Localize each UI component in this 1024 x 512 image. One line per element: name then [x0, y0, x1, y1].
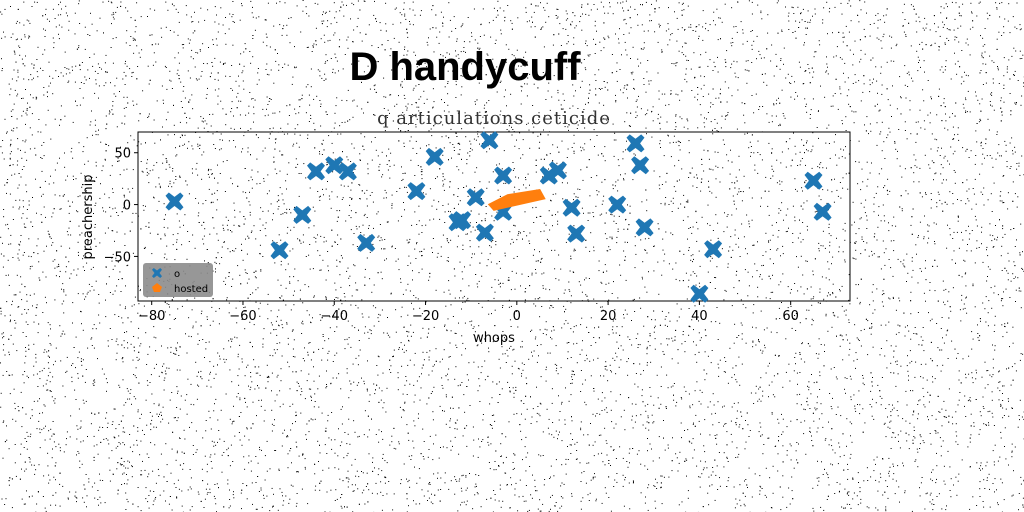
x-tick-label: −40 [321, 309, 348, 324]
data-point [704, 240, 723, 259]
plot-frame [137, 131, 851, 302]
data-point [635, 218, 654, 237]
data-point [813, 202, 832, 221]
data-point [562, 198, 581, 217]
data-point [357, 233, 376, 252]
legend-marker [152, 268, 162, 278]
legend-label: o [174, 269, 180, 280]
x-tick-label: 40 [691, 309, 708, 324]
data-point [690, 284, 709, 303]
data-point [804, 171, 823, 190]
data-point [567, 224, 586, 243]
data-point [325, 156, 344, 175]
data-point [453, 211, 472, 230]
data-point [338, 162, 357, 181]
data-point [307, 162, 325, 181]
data-point [631, 156, 650, 175]
y-tick-label: 0 [123, 199, 131, 214]
data-point [494, 166, 513, 185]
x-tick-label: −60 [229, 309, 256, 324]
data-point [466, 188, 485, 207]
legend: o hosted [143, 263, 213, 297]
legend-label: hosted [174, 284, 208, 295]
chart-subtitle: q articulations ceticide [377, 108, 611, 129]
x-tick-label: −80 [138, 309, 165, 324]
y-axis: −50 0 50 [104, 147, 138, 265]
data-point [425, 147, 444, 166]
plot-area [165, 131, 832, 303]
data-point [475, 223, 494, 242]
x-tick-label: 20 [600, 309, 617, 324]
hosted-polygon [487, 189, 546, 211]
x-tick-label: 60 [782, 309, 799, 324]
y-tick-label: −50 [104, 250, 131, 265]
legend-marker [152, 283, 162, 292]
y-tick-label: 50 [114, 147, 131, 162]
data-point [548, 161, 567, 180]
x-axis: −80 −60 −40 −20 0 20 40 60 [138, 301, 799, 324]
x-axis-label: whops [473, 331, 515, 346]
data-point [293, 205, 312, 224]
data-point [608, 195, 627, 214]
data-point [626, 134, 645, 153]
y-axis-label: preachership [81, 175, 96, 260]
chart-title: D handycuff [349, 45, 581, 89]
data-point [270, 241, 289, 260]
data-point [480, 131, 499, 150]
x-tick-label: 0 [513, 309, 521, 324]
x-tick-label: −20 [412, 309, 439, 324]
data-point [165, 192, 184, 211]
data-point [407, 182, 426, 201]
